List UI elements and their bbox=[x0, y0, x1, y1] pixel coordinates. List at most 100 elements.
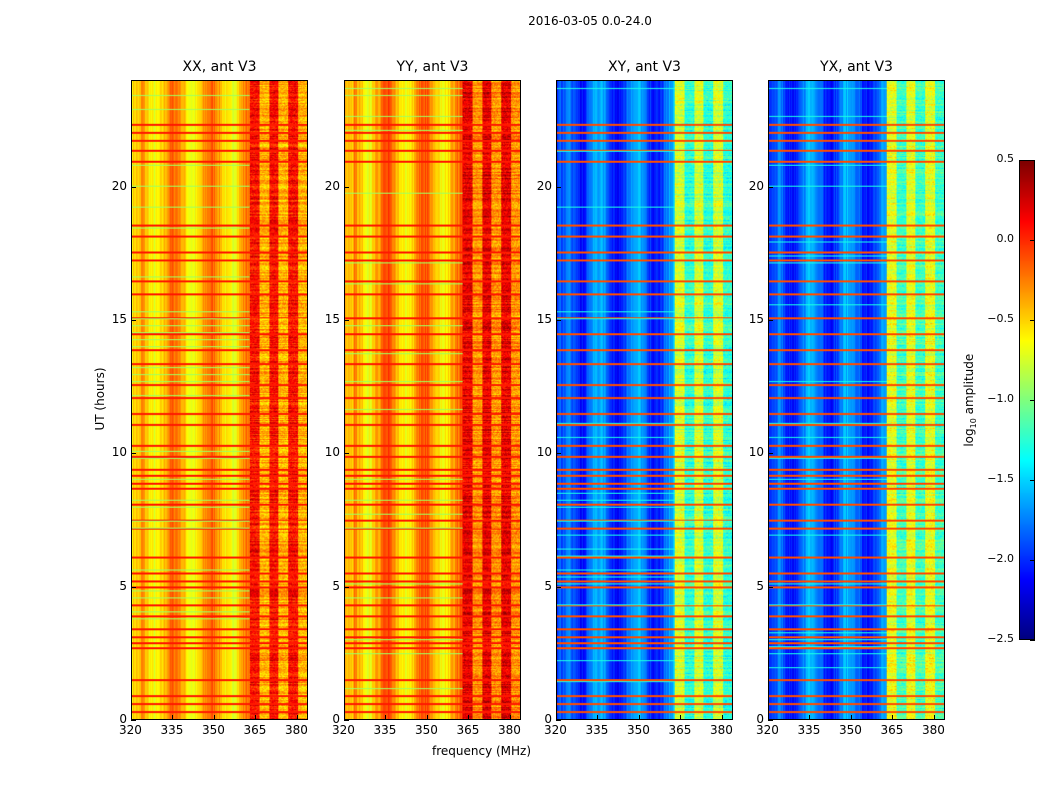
x-tick-label: 335 bbox=[373, 723, 397, 737]
x-tick-label: 320 bbox=[756, 723, 779, 737]
y-tick-label: 10 bbox=[748, 445, 764, 460]
heatmap-image bbox=[557, 81, 732, 719]
x-tick-mark bbox=[638, 715, 640, 720]
y-tick-label: 15 bbox=[748, 312, 764, 326]
panel-title: XX, ant V3 bbox=[182, 59, 257, 75]
panel-yy: YY, ant V3 bbox=[344, 59, 521, 720]
colorbar-label-prefix: log bbox=[961, 428, 976, 447]
colorbar-tick-label: −2.5 bbox=[987, 632, 1014, 645]
colorbar-tick-label: −2.0 bbox=[987, 552, 1014, 565]
colorbar-gradient bbox=[1020, 161, 1034, 639]
x-tick-mark bbox=[131, 715, 132, 720]
y-tick-mark bbox=[344, 186, 349, 188]
x-tick-mark bbox=[850, 715, 852, 720]
colorbar-tick-label: 0.0 bbox=[996, 232, 1015, 245]
y-tick-mark bbox=[768, 186, 773, 188]
y-tick-mark bbox=[344, 586, 349, 588]
x-tick-label: 335 bbox=[797, 723, 821, 737]
y-tick-mark bbox=[556, 453, 561, 455]
figure-title: 2016-03-05 0.0-24.0 bbox=[528, 14, 652, 28]
x-tick-mark bbox=[933, 715, 935, 720]
y-tick-mark bbox=[344, 720, 349, 721]
x-tick-label: 350 bbox=[626, 723, 650, 737]
y-tick-mark bbox=[131, 720, 136, 721]
panel-title: YY, ant V3 bbox=[396, 59, 469, 75]
x-tick-mark bbox=[296, 715, 298, 720]
y-tick-mark bbox=[556, 586, 561, 588]
colorbar-tick-mark bbox=[1030, 560, 1035, 561]
y-tick-label: 20 bbox=[111, 178, 127, 193]
x-tick-mark bbox=[809, 715, 811, 720]
y-tick-label: 10 bbox=[324, 445, 340, 460]
x-tick-mark bbox=[680, 715, 682, 720]
y-tick-mark bbox=[556, 186, 561, 188]
y-tick-mark bbox=[344, 453, 349, 455]
colorbar-tick-label: −1.5 bbox=[987, 472, 1014, 485]
y-tick-mark bbox=[131, 586, 136, 588]
colorbar-tick-label: −1.0 bbox=[987, 392, 1014, 405]
y-tick-mark bbox=[556, 720, 561, 721]
y-tick-label: 20 bbox=[324, 178, 340, 193]
heatmap-image bbox=[132, 81, 307, 719]
x-tick-label: 335 bbox=[160, 723, 184, 737]
x-tick-mark bbox=[768, 715, 769, 720]
colorbar-tick-mark bbox=[1030, 400, 1035, 401]
y-tick-label: 5 bbox=[119, 578, 127, 593]
x-tick-mark bbox=[172, 715, 174, 720]
y-tick-label: 0 bbox=[332, 712, 340, 726]
y-tick-mark bbox=[768, 453, 773, 455]
colorbar-tick-mark bbox=[1030, 240, 1035, 241]
x-tick-mark bbox=[509, 715, 511, 720]
y-tick-label: 0 bbox=[544, 712, 552, 726]
y-tick-mark bbox=[131, 320, 136, 321]
heatmap-image bbox=[345, 81, 520, 719]
x-tick-label: 350 bbox=[414, 723, 438, 737]
x-axis-label: frequency (MHz) bbox=[432, 744, 532, 758]
y-tick-label: 15 bbox=[536, 312, 552, 326]
y-tick-mark bbox=[131, 453, 136, 455]
x-tick-mark bbox=[344, 715, 345, 720]
y-tick-label: 20 bbox=[536, 178, 552, 193]
heatmap-image bbox=[769, 81, 944, 719]
colorbar-tick-label: 0.5 bbox=[996, 152, 1015, 165]
colorbar-tick-mark bbox=[1030, 640, 1035, 641]
x-tick-mark bbox=[892, 715, 894, 720]
x-tick-label: 320 bbox=[119, 723, 142, 737]
y-tick-mark bbox=[344, 320, 349, 321]
x-tick-mark bbox=[426, 715, 428, 720]
y-tick-label: 15 bbox=[324, 312, 340, 326]
panel-xy: XY, ant V3 bbox=[556, 59, 733, 720]
y-tick-label: 5 bbox=[756, 578, 764, 593]
colorbar-tick-mark bbox=[1030, 320, 1035, 321]
colorbar-tick-label: −0.5 bbox=[987, 312, 1014, 325]
x-tick-label: 380 bbox=[709, 723, 733, 737]
y-tick-label: 10 bbox=[111, 445, 127, 460]
x-tick-label: 365 bbox=[456, 723, 480, 737]
x-tick-label: 320 bbox=[332, 723, 355, 737]
x-tick-mark bbox=[597, 715, 599, 720]
y-tick-mark bbox=[131, 186, 136, 188]
y-tick-mark bbox=[556, 320, 561, 321]
panel-title: XY, ant V3 bbox=[608, 59, 681, 75]
y-tick-mark bbox=[768, 320, 773, 321]
x-tick-label: 365 bbox=[243, 723, 267, 737]
y-tick-label: 0 bbox=[756, 712, 764, 726]
x-tick-mark bbox=[721, 715, 723, 720]
y-tick-label: 5 bbox=[332, 578, 340, 593]
x-tick-mark bbox=[255, 715, 257, 720]
y-tick-mark bbox=[768, 720, 773, 721]
y-tick-label: 0 bbox=[119, 712, 127, 726]
y-tick-label: 20 bbox=[748, 178, 764, 193]
y-tick-label: 10 bbox=[536, 445, 552, 460]
x-tick-label: 365 bbox=[668, 723, 692, 737]
x-tick-mark bbox=[556, 715, 557, 720]
x-tick-label: 365 bbox=[880, 723, 904, 737]
x-tick-label: 380 bbox=[497, 723, 521, 737]
x-tick-label: 335 bbox=[585, 723, 609, 737]
colorbar-label-suffix: amplitude bbox=[961, 353, 976, 419]
colorbar-tick-mark bbox=[1030, 480, 1035, 481]
x-tick-label: 350 bbox=[201, 723, 225, 737]
panel-yx: YX, ant V3 bbox=[768, 59, 945, 720]
x-tick-label: 350 bbox=[838, 723, 862, 737]
